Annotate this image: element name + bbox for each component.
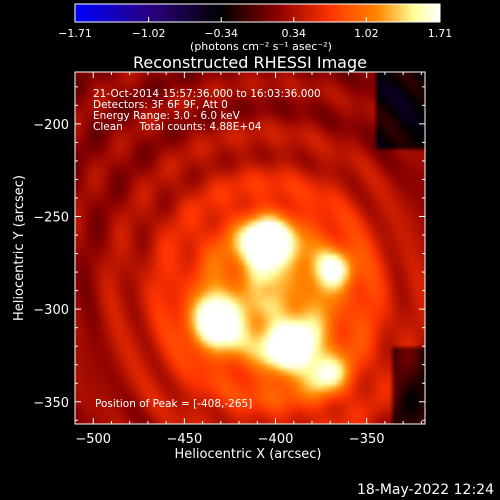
- colorbar-tick-label: 1.71: [428, 27, 453, 40]
- x-tick-label: −350: [349, 432, 385, 447]
- colorbar-gradient: [74, 3, 441, 23]
- y-axis-title: Heliocentric Y (arcsec): [12, 175, 27, 321]
- footer-date: 18-May-2022 12:24: [357, 482, 494, 498]
- colorbar-tick-label: −1.71: [58, 27, 92, 40]
- heatmap-image: [74, 71, 426, 425]
- x-tick-label: −450: [167, 432, 203, 447]
- y-tick-label: −250: [33, 211, 69, 226]
- x-tick-label: −400: [258, 432, 294, 447]
- x-tick-label: −500: [75, 432, 111, 447]
- chart-title: Reconstructed RHESSI Image: [133, 53, 367, 72]
- colorbar-unit-label: (photons cm⁻² s⁻¹ asec⁻²): [190, 40, 332, 53]
- annotation-peak-position: Position of Peak = [-408,-265]: [95, 398, 252, 410]
- x-axis: −500 −450 −400 −350: [74, 72, 422, 447]
- colorbar-tick-label: 1.02: [354, 27, 379, 40]
- y-tick-label: −200: [33, 118, 69, 133]
- colorbar: −1.71 −1.02 −0.34 0.34 1.02 1.71 (photons cm⁻…: [58, 3, 452, 53]
- colorbar-tick-label: −1.02: [132, 27, 166, 40]
- y-tick-label: −300: [33, 303, 69, 318]
- plot-frame: [74, 71, 426, 425]
- colorbar-tick-label: 0.34: [282, 27, 307, 40]
- annotation-time-range: 21-Oct-2014 15:57:36.000 to 16:03:36.000: [93, 88, 321, 100]
- annotations: 21-Oct-2014 15:57:36.000 to 16:03:36.000…: [93, 88, 321, 410]
- colorbar-tick-label: −0.34: [204, 27, 238, 40]
- annotation-energy: Energy Range: 3.0 - 6.0 keV: [93, 110, 241, 122]
- annotation-detectors: Detectors: 3F 6F 9F, Att 0: [93, 99, 228, 111]
- annotation-clean-counts: Clean Total counts: 4.88E+04: [93, 121, 262, 133]
- colorbar-ticks: −1.71 −1.02 −0.34 0.34 1.02 1.71: [58, 17, 452, 40]
- y-axis: −200 −250 −300 −350: [33, 86, 425, 421]
- heatmap-raster: [75, 72, 425, 424]
- y-tick-label: −350: [33, 396, 69, 411]
- x-axis-title: Heliocentric X (arcsec): [175, 447, 322, 462]
